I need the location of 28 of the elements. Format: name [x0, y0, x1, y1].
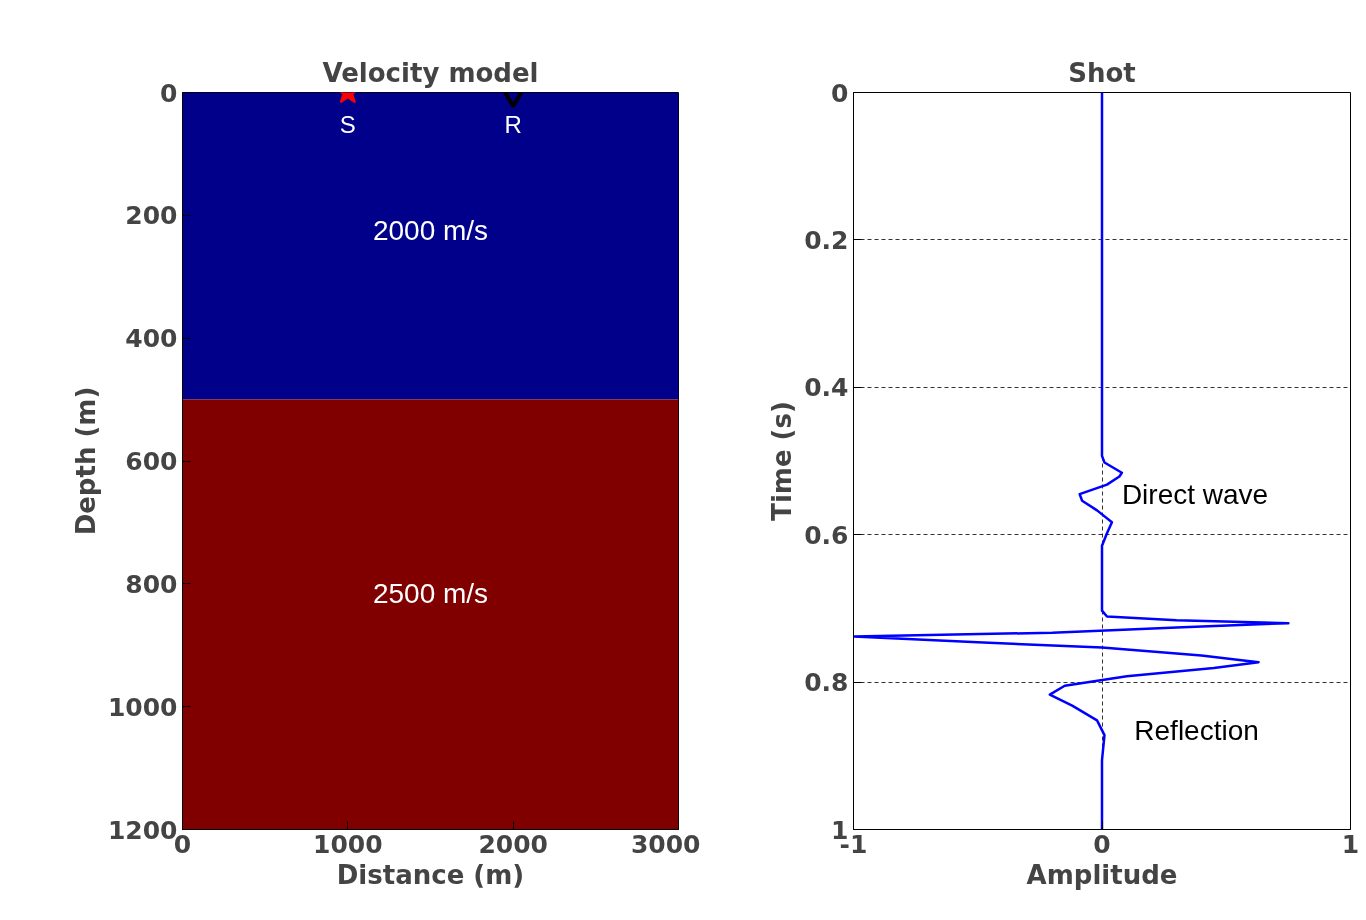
annotation: Direct wave [1121, 478, 1269, 510]
y-tick-label: 0.6 [804, 520, 849, 550]
x-axis-title: Distance (m) [336, 859, 525, 890]
y-axis-title: Depth (m) [70, 386, 101, 536]
x-tick-label: 3000 [630, 829, 701, 859]
y-tick-label: 0.2 [804, 225, 849, 255]
annotation: Reflection [1134, 714, 1259, 746]
y-tick-label: 200 [125, 201, 178, 231]
y-tick-label: 0 [160, 78, 178, 108]
y-axis-title: Time (s) [767, 401, 798, 521]
x-tick-label: 2000 [478, 829, 548, 859]
series-label: S [339, 110, 356, 138]
y-tick-label: 400 [125, 324, 178, 354]
y-tick-label: 600 [125, 447, 178, 476]
band-label: 2500 m/s [372, 577, 489, 609]
x-tick-label: 1 [1341, 829, 1360, 859]
y-tick-label: 0.4 [804, 373, 849, 403]
x-tick-label: 0 [1093, 829, 1111, 859]
band-label: 2000 m/s [372, 215, 489, 247]
series-label: R [504, 110, 522, 138]
chart-title: Velocity model [322, 57, 539, 88]
y-tick-label: 1000 [107, 692, 178, 722]
y-tick-label: 0 [831, 78, 849, 108]
y-tick-label: 800 [125, 569, 178, 599]
x-axis-title: Amplitude [1026, 859, 1178, 890]
chart-title: Shot [1068, 57, 1136, 88]
y-tick-label: 0.8 [804, 668, 849, 698]
x-tick-label: 1000 [313, 829, 383, 859]
